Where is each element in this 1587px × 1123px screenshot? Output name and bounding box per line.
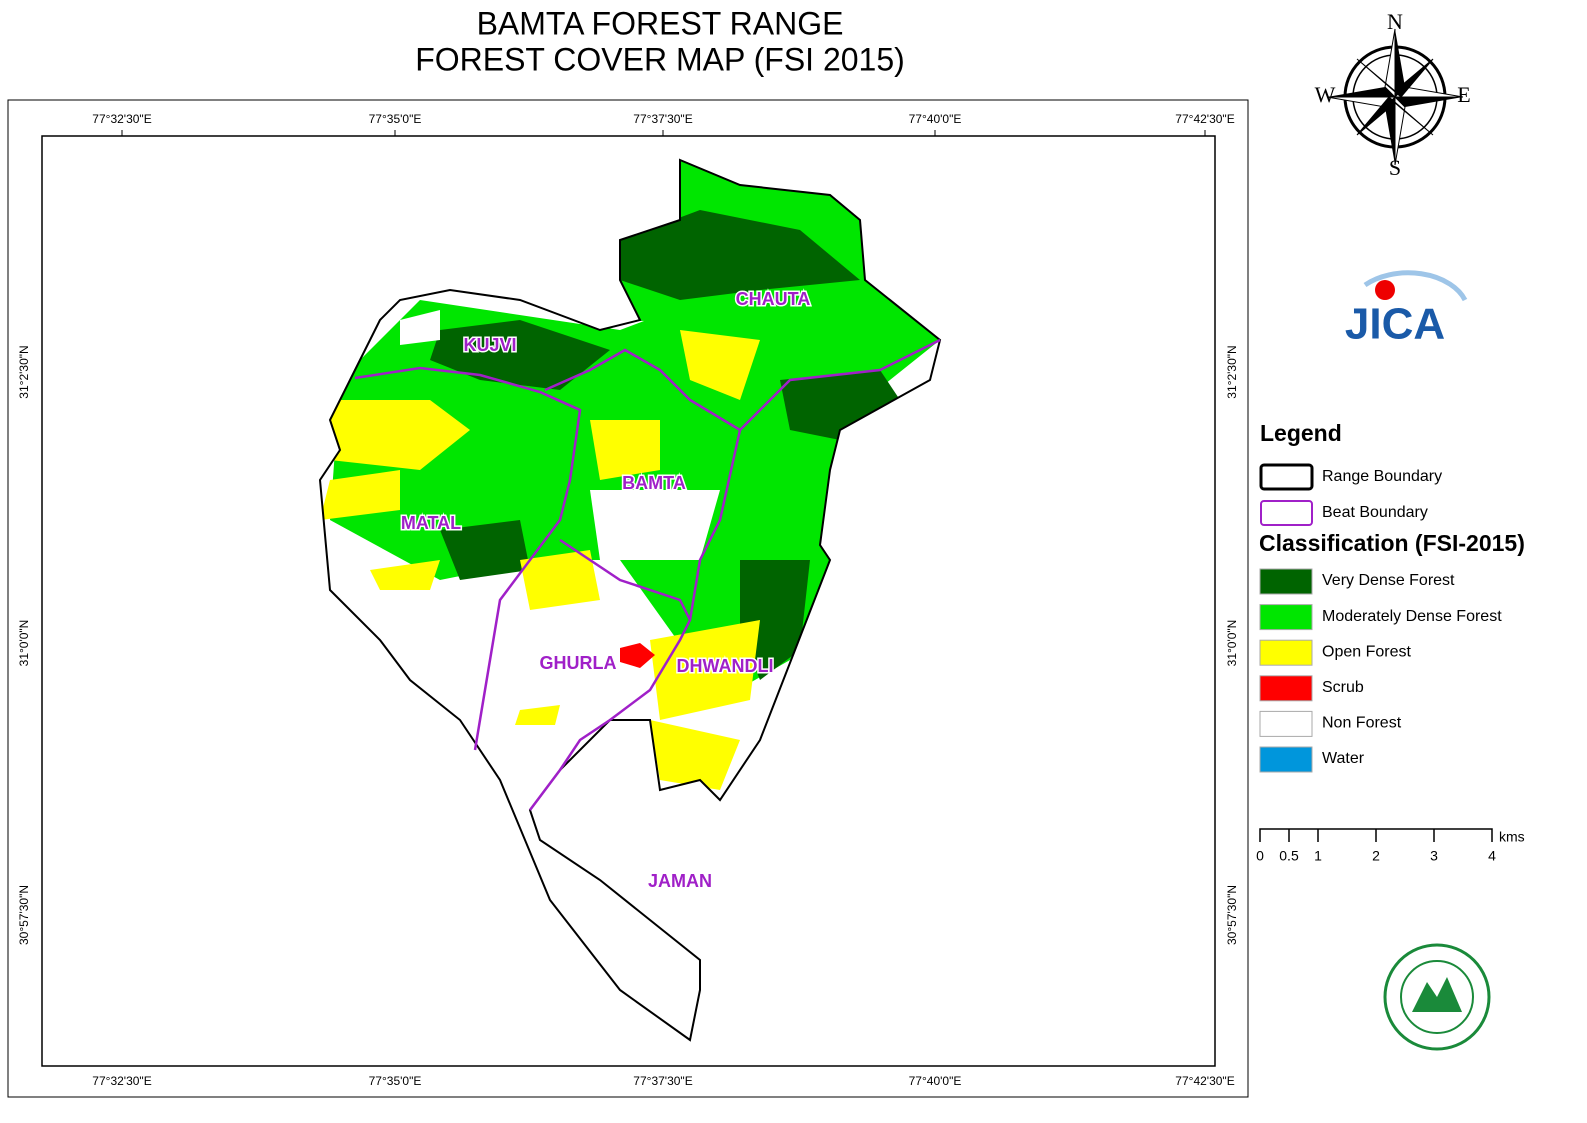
- scale-label: 3: [1430, 848, 1438, 864]
- legend-title: Legend: [1260, 420, 1342, 446]
- jica-logo: JICA: [1345, 270, 1468, 349]
- longitude-label: 77°32'30"E: [92, 1074, 151, 1088]
- legend-swatch: [1259, 463, 1314, 491]
- outer-frame: [7, 99, 1249, 1098]
- latitude-label: 30°57'30"N: [17, 885, 31, 945]
- forest-seal: [1383, 943, 1491, 1051]
- scale-label: 4: [1488, 848, 1496, 864]
- map-frame: [41, 135, 1216, 1067]
- longitude-label: 77°35'0"E: [369, 112, 422, 126]
- latitude-label: 30°57'30"N: [1225, 885, 1239, 945]
- legend-swatch: [1259, 568, 1313, 595]
- legend-swatch: [1259, 604, 1313, 631]
- legend-swatch: [1259, 746, 1313, 773]
- beat-label: BAMTA: [622, 473, 686, 493]
- legend-label: Moderately Dense Forest: [1322, 608, 1502, 625]
- scale-unit: kms: [1499, 829, 1525, 845]
- legend-label: Open Forest: [1322, 643, 1411, 660]
- legend-swatch: [1259, 675, 1313, 702]
- latitude-label: 31°0'0"N: [1225, 620, 1239, 667]
- legend-swatch: [1260, 500, 1313, 526]
- compass-n: N: [1387, 9, 1403, 34]
- compass-w: W: [1315, 82, 1336, 107]
- legend-label: Water: [1322, 750, 1365, 767]
- legend-label: Scrub: [1322, 679, 1364, 696]
- beat-label: KUJVI: [463, 335, 516, 355]
- beat-label: JAMAN: [648, 871, 712, 891]
- title: BAMTA FOREST RANGE: [477, 5, 844, 41]
- scale-label: 2: [1372, 848, 1380, 864]
- longitude-label: 77°40'0"E: [909, 112, 962, 126]
- scale-label: 0: [1256, 848, 1264, 864]
- beat-boundaries: [354, 338, 941, 811]
- compass-e: E: [1457, 82, 1470, 107]
- scale-bar: [1259, 828, 1493, 842]
- beat-label: GHURLA: [540, 653, 617, 673]
- longitude-label: 77°35'0"E: [369, 1074, 422, 1088]
- legend-label: Non Forest: [1322, 715, 1402, 732]
- legend-subtitle: Classification (FSI-2015): [1259, 530, 1525, 556]
- forest-cover: [320, 160, 940, 1040]
- latitude-label: 31°2'30"N: [17, 345, 31, 398]
- latitude-label: 31°2'30"N: [1225, 345, 1239, 398]
- compass: [1326, 28, 1464, 166]
- longitude-label: 77°42'30"E: [1175, 112, 1234, 126]
- longitude-label: 77°42'30"E: [1175, 1074, 1234, 1088]
- legend-label: Beat Boundary: [1322, 504, 1428, 521]
- beat-label: CHAUTA: [736, 289, 811, 309]
- latitude-label: 31°0'0"N: [17, 620, 31, 667]
- legend-label: Range Boundary: [1322, 468, 1442, 485]
- legend-label: Very Dense Forest: [1322, 572, 1455, 589]
- scale-label: 0.5: [1279, 848, 1299, 864]
- legend-swatch: [1259, 710, 1313, 737]
- longitude-label: 77°40'0"E: [909, 1074, 962, 1088]
- longitude-label: 77°37'30"E: [633, 1074, 692, 1088]
- beat-label: DHWANDLI: [677, 656, 774, 676]
- range-boundary: [318, 158, 942, 1042]
- legend-swatch: [1259, 639, 1313, 666]
- longitude-label: 77°37'30"E: [633, 112, 692, 126]
- compass-s: S: [1389, 155, 1401, 180]
- longitude-label: 77°32'30"E: [92, 112, 151, 126]
- logo-text: JICA: [1345, 300, 1445, 349]
- beat-label: MATAL: [401, 513, 461, 533]
- scale-label: 1: [1314, 848, 1322, 864]
- title: FOREST COVER MAP (FSI 2015): [415, 41, 905, 77]
